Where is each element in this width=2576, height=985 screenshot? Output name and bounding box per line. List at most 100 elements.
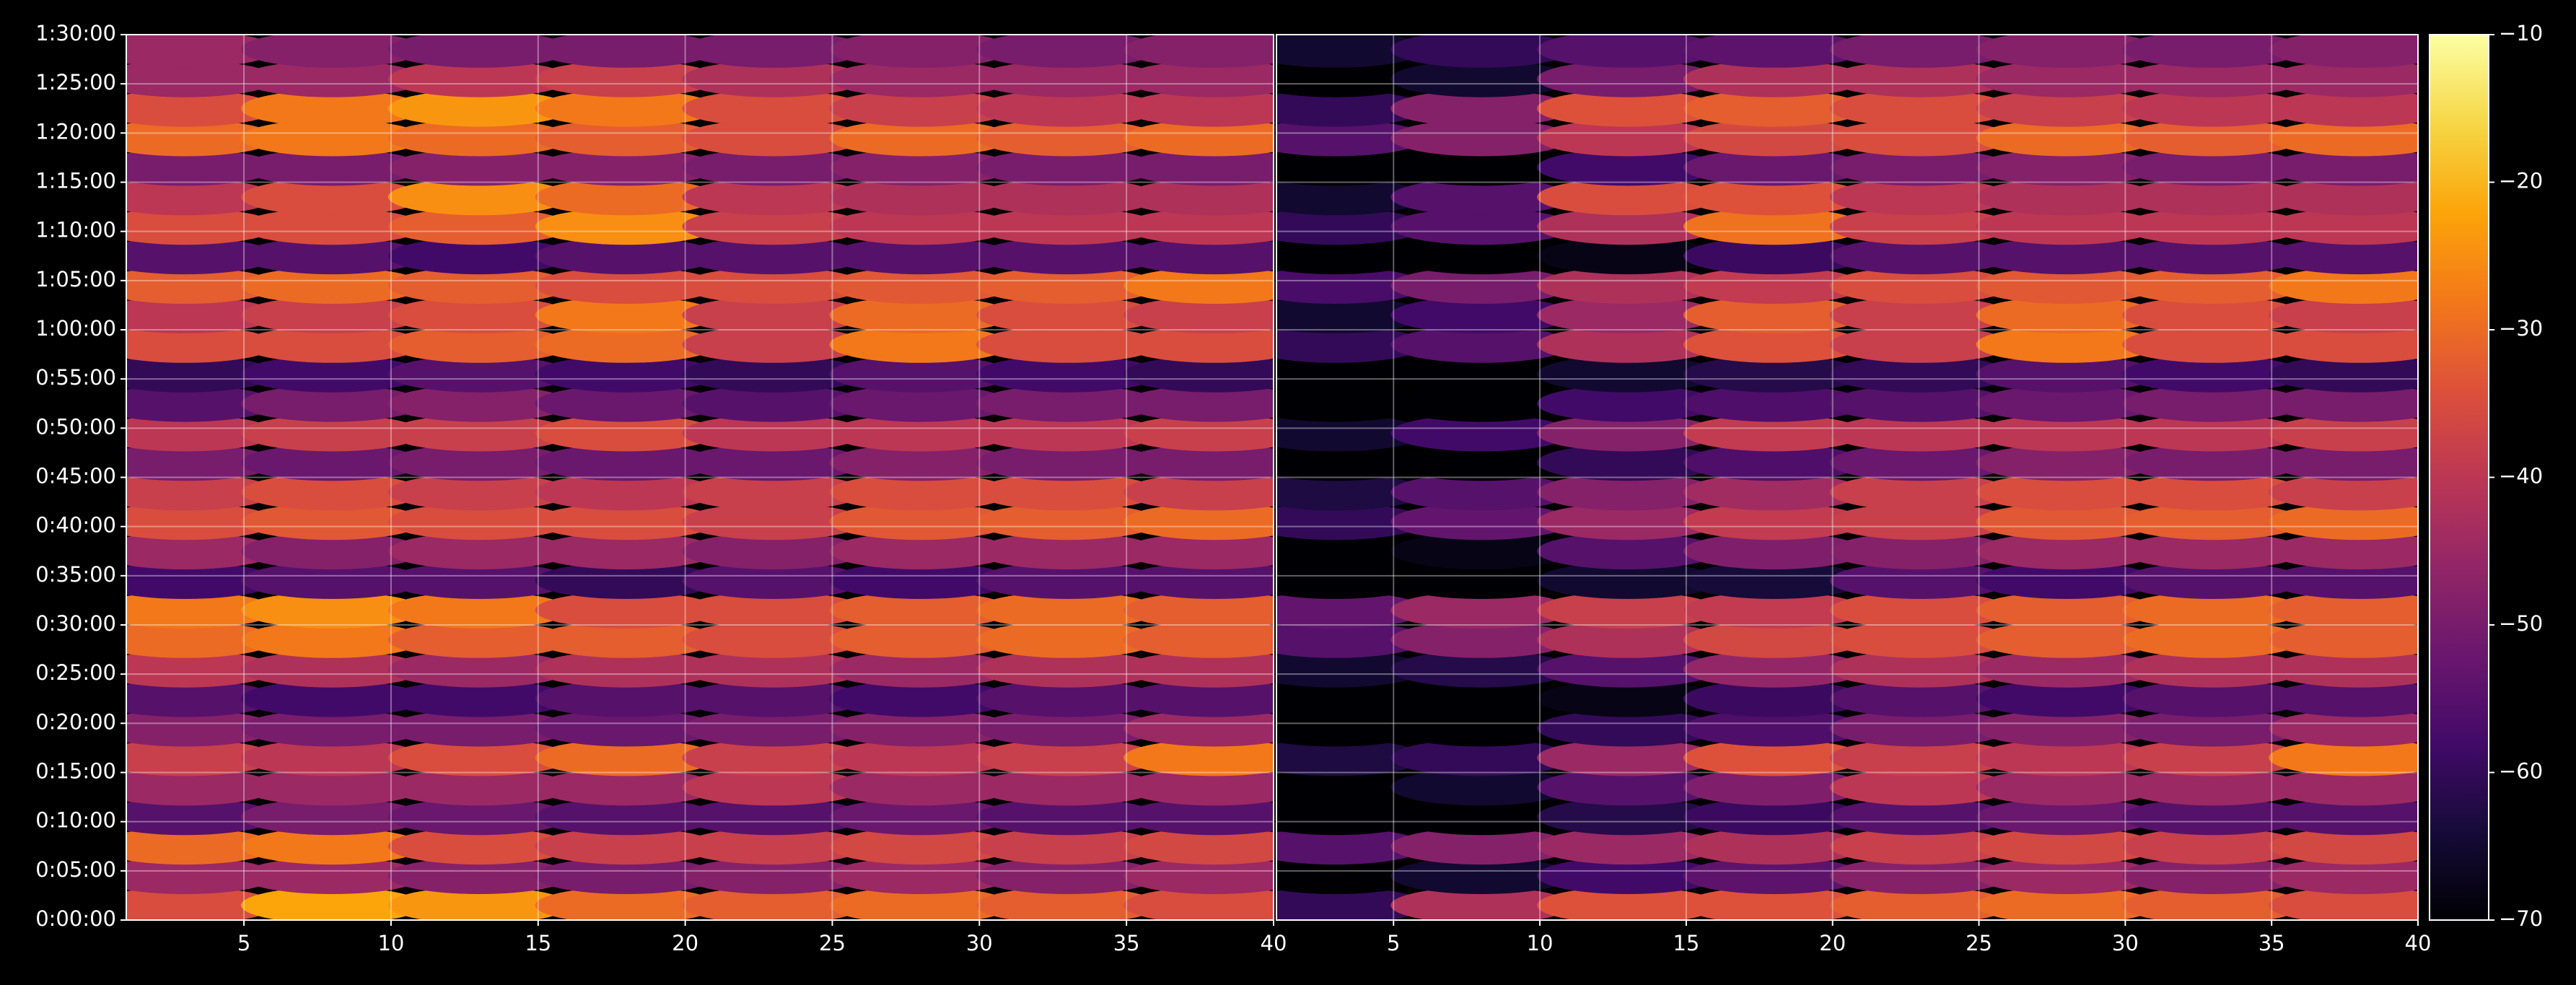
heat-cell bbox=[1123, 35, 1274, 68]
y-tick-label: 1:25:00 bbox=[35, 70, 116, 95]
heat-cell bbox=[2269, 267, 2418, 305]
heat-cell bbox=[241, 473, 424, 511]
heat-cell bbox=[682, 60, 865, 97]
colorbar-tick-label: −40 bbox=[2499, 464, 2543, 489]
heat-cell bbox=[682, 709, 865, 747]
heat-cell bbox=[126, 355, 276, 393]
heat-cell bbox=[1537, 769, 1719, 806]
heat-cell bbox=[387, 444, 571, 481]
heat-cell bbox=[976, 297, 1159, 333]
heat-cell bbox=[2269, 178, 2418, 216]
heat-cell bbox=[2122, 414, 2304, 452]
heat-cell bbox=[1390, 828, 1572, 865]
heat-cell bbox=[1976, 739, 2157, 776]
heat-cell bbox=[1390, 887, 1572, 920]
heat-cell bbox=[241, 149, 424, 186]
y-tick-label: 1:30:00 bbox=[35, 21, 116, 45]
heat-cell bbox=[682, 887, 865, 920]
heat-cell bbox=[1829, 208, 2012, 245]
heat-cell bbox=[1976, 326, 2157, 363]
heat-cell bbox=[126, 297, 276, 333]
heat-cell bbox=[2122, 798, 2304, 836]
heat-cell bbox=[126, 739, 276, 776]
heat-cell bbox=[1276, 208, 1426, 245]
heat-cell bbox=[829, 562, 1012, 600]
heat-cell bbox=[387, 297, 571, 333]
x-tick-label: 25 bbox=[819, 931, 846, 955]
heat-cell bbox=[1390, 119, 1572, 157]
heat-cell bbox=[387, 237, 571, 275]
heat-cell bbox=[976, 533, 1159, 570]
heat-cell bbox=[535, 798, 718, 836]
colorbar-tick-label: −10 bbox=[2499, 21, 2543, 45]
heat-cell bbox=[682, 444, 865, 481]
heat-cell bbox=[829, 267, 1012, 305]
heat-cell bbox=[829, 119, 1012, 157]
heat-cell bbox=[1829, 533, 2012, 570]
heat-cell bbox=[2122, 680, 2304, 717]
heat-cell bbox=[1276, 178, 1426, 216]
heat-cell bbox=[1123, 178, 1274, 216]
heat-cell bbox=[535, 60, 718, 97]
heat-cell bbox=[1829, 739, 2012, 776]
heat-cell bbox=[1123, 709, 1274, 747]
heat-cell bbox=[976, 414, 1159, 452]
heat-cell bbox=[682, 355, 865, 393]
heat-cell bbox=[1537, 178, 1719, 216]
heat-cell bbox=[126, 621, 276, 658]
heat-cell bbox=[1829, 35, 2012, 68]
heat-cell bbox=[1390, 650, 1572, 688]
heat-cell bbox=[1829, 89, 2012, 127]
heat-cell bbox=[1829, 798, 2012, 836]
heat-cell bbox=[1276, 355, 1426, 393]
heat-cell bbox=[241, 178, 424, 216]
heat-cell bbox=[535, 178, 718, 216]
heatmap-panel bbox=[1276, 35, 2418, 920]
heat-cell bbox=[1537, 503, 1719, 540]
heat-cell bbox=[387, 592, 571, 629]
heat-cell bbox=[1683, 680, 1865, 717]
heat-cell bbox=[2269, 297, 2418, 333]
heat-cell bbox=[1829, 562, 2012, 600]
heat-cell bbox=[1123, 326, 1274, 363]
heat-cell bbox=[126, 769, 276, 806]
heat-cell bbox=[1390, 355, 1572, 393]
heat-cell bbox=[126, 798, 276, 836]
heat-cell bbox=[1976, 178, 2157, 216]
heat-cell bbox=[1829, 769, 2012, 806]
heat-cell bbox=[1829, 650, 2012, 688]
heat-cell bbox=[1276, 828, 1426, 865]
heat-cell bbox=[241, 828, 424, 865]
heat-cell bbox=[1683, 385, 1865, 422]
heat-cell bbox=[1683, 473, 1865, 511]
heat-cell bbox=[976, 592, 1159, 629]
heat-cell bbox=[1976, 35, 2157, 68]
heat-cell bbox=[1123, 592, 1274, 629]
heat-cell bbox=[1276, 267, 1426, 305]
heat-cell bbox=[2269, 385, 2418, 422]
heat-cell bbox=[2269, 355, 2418, 393]
heat-cell bbox=[1123, 828, 1274, 865]
heat-cell bbox=[829, 739, 1012, 776]
heat-cell bbox=[1683, 444, 1865, 481]
x-tick-label: 30 bbox=[2112, 931, 2139, 955]
heat-cell bbox=[976, 119, 1159, 157]
heat-cell bbox=[126, 680, 276, 717]
heat-cell bbox=[535, 119, 718, 157]
heat-cell bbox=[126, 709, 276, 747]
heat-cell bbox=[1390, 385, 1572, 422]
heat-cell bbox=[126, 533, 276, 570]
heat-cell bbox=[1123, 798, 1274, 836]
heat-cell bbox=[1976, 444, 2157, 481]
heat-cell bbox=[1276, 503, 1426, 540]
heat-cell bbox=[241, 414, 424, 452]
heat-cell bbox=[1976, 857, 2157, 895]
heat-cell bbox=[1276, 592, 1426, 629]
x-tick-label: 15 bbox=[525, 931, 551, 955]
heat-cell bbox=[1537, 89, 1719, 127]
heat-cell bbox=[387, 89, 571, 127]
heat-cell bbox=[126, 60, 276, 97]
heat-cell bbox=[2122, 385, 2304, 422]
x-tick-label: 40 bbox=[2405, 931, 2432, 955]
colorbar-tick-label: −70 bbox=[2499, 906, 2543, 931]
